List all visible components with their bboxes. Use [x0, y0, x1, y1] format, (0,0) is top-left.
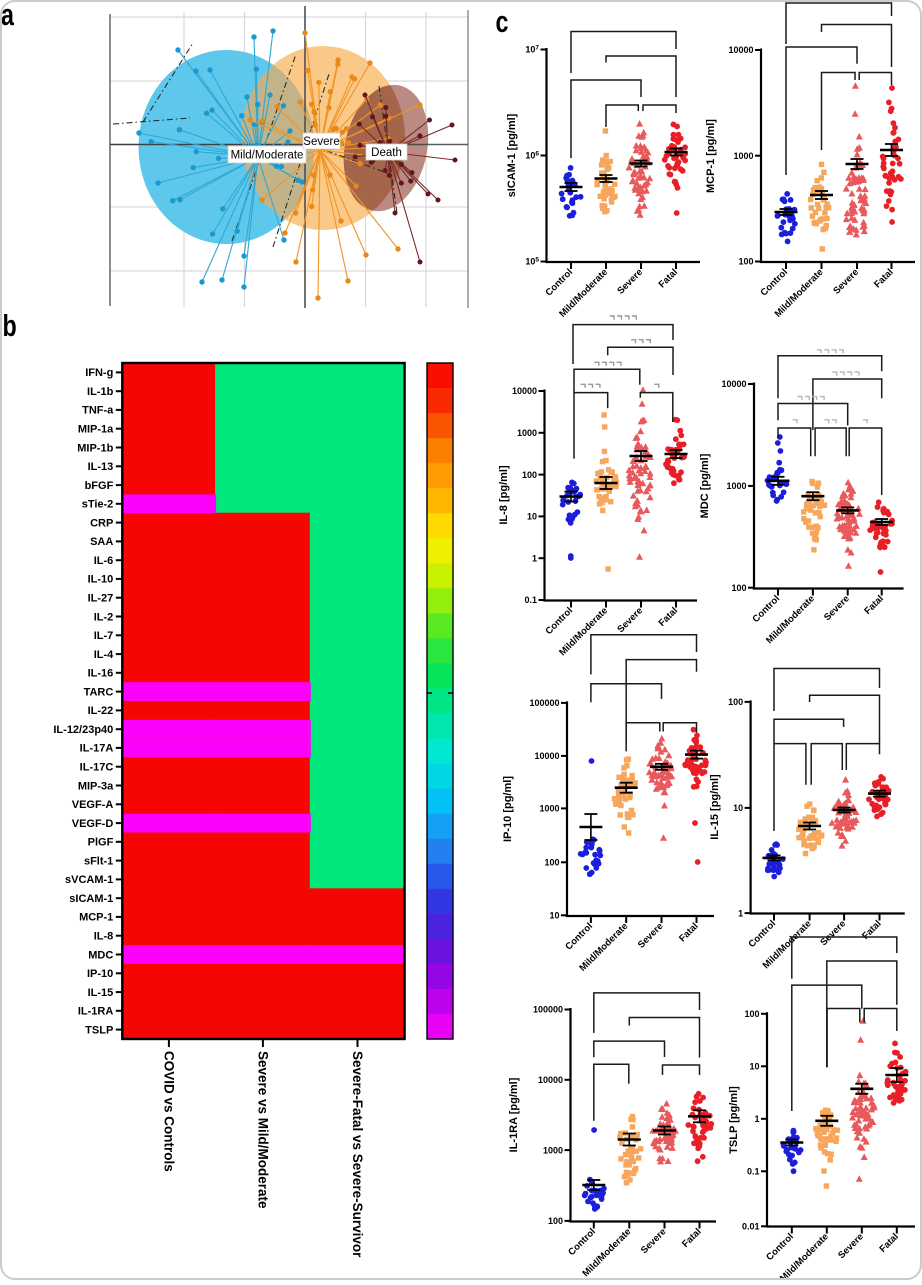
svg-text:100: 100 — [731, 583, 746, 593]
svg-text:IL-17A: IL-17A — [80, 743, 114, 755]
svg-text:sVCAM-1: sVCAM-1 — [65, 874, 113, 886]
svg-text:IP-10: IP-10 — [87, 968, 113, 980]
svg-text:10: 10 — [549, 911, 559, 921]
svg-text:0.1: 0.1 — [524, 595, 537, 605]
svg-text:0.1: 0.1 — [747, 1167, 760, 1177]
svg-text:SAA: SAA — [90, 536, 113, 548]
svg-text:TSLP: TSLP — [85, 1024, 113, 1036]
svg-text:sFlt-1: sFlt-1 — [84, 855, 113, 867]
svg-text:Severe vs Mild/Moderate: Severe vs Mild/Moderate — [255, 1051, 270, 1209]
svg-text:IL-16: IL-16 — [88, 668, 114, 680]
svg-text:c: c — [496, 4, 509, 39]
svg-text:100000: 100000 — [533, 1005, 563, 1015]
svg-text:100: 100 — [744, 1009, 759, 1019]
svg-text:b: b — [3, 308, 17, 343]
svg-text:10: 10 — [733, 803, 743, 813]
svg-text:10: 10 — [527, 512, 537, 522]
svg-text:1000: 1000 — [726, 481, 746, 491]
svg-text:1000: 1000 — [539, 804, 559, 814]
svg-text:0.01: 0.01 — [742, 1222, 760, 1232]
svg-text:10000: 10000 — [721, 379, 746, 389]
svg-text:10000: 10000 — [728, 45, 753, 55]
svg-text:IL-27: IL-27 — [88, 593, 114, 605]
svg-text:MIP-1b: MIP-1b — [77, 442, 113, 454]
svg-text:bFGF: bFGF — [85, 480, 114, 492]
svg-text:a: a — [1, 0, 15, 32]
svg-text:MCP-1 [pg/ml]: MCP-1 [pg/ml] — [705, 119, 717, 193]
svg-text:IL-10: IL-10 — [88, 574, 114, 586]
svg-text:Mild/Moderate: Mild/Moderate — [231, 150, 304, 162]
svg-text:1000: 1000 — [543, 1145, 563, 1155]
svg-text:10: 10 — [749, 1062, 759, 1072]
svg-text:COVID vs Controls: COVID vs Controls — [161, 1051, 176, 1172]
svg-text:MCP-1: MCP-1 — [79, 912, 113, 924]
svg-text:1000: 1000 — [517, 428, 537, 438]
svg-text:Death: Death — [371, 147, 402, 159]
svg-text:IL-6: IL-6 — [94, 555, 114, 567]
svg-text:IL-15: IL-15 — [88, 987, 114, 999]
svg-text:IL-22: IL-22 — [88, 705, 114, 717]
svg-text:IFN-g: IFN-g — [85, 367, 113, 379]
svg-text:10000: 10000 — [538, 1075, 563, 1085]
svg-text:TSLP [pg/ml]: TSLP [pg/ml] — [728, 1086, 740, 1154]
svg-text:MDC: MDC — [88, 949, 113, 961]
svg-text:MDC [pg/ml]: MDC [pg/ml] — [699, 453, 711, 518]
svg-text:IL-8: IL-8 — [94, 931, 114, 943]
svg-text:IL-15 [pg/ml]: IL-15 [pg/ml] — [709, 774, 721, 840]
svg-text:VEGF-D: VEGF-D — [72, 818, 114, 830]
svg-text:IL-13: IL-13 — [88, 461, 114, 473]
svg-text:100: 100 — [738, 257, 753, 267]
svg-text:1: 1 — [532, 553, 537, 563]
svg-text:Severe: Severe — [303, 136, 339, 148]
svg-text:CRP: CRP — [90, 517, 113, 529]
svg-text:IL-17C: IL-17C — [80, 762, 114, 774]
svg-text:10000: 10000 — [534, 751, 559, 761]
svg-text:IL-1RA: IL-1RA — [78, 1006, 114, 1018]
svg-text:IL-7: IL-7 — [94, 630, 114, 642]
svg-text:VEGF-A: VEGF-A — [72, 799, 114, 811]
svg-text:MIP-1a: MIP-1a — [78, 424, 114, 436]
svg-text:1000: 1000 — [733, 151, 753, 161]
svg-text:IL-1RA [pg/ml]: IL-1RA [pg/ml] — [508, 1077, 520, 1152]
svg-text:100: 100 — [728, 697, 743, 707]
svg-text:100: 100 — [544, 858, 559, 868]
svg-text:TARC: TARC — [84, 686, 114, 698]
svg-text:TNF-a: TNF-a — [82, 405, 114, 417]
svg-text:sTie-2: sTie-2 — [82, 499, 114, 511]
svg-text:sICAM-1 [pg/ml]: sICAM-1 [pg/ml] — [506, 113, 518, 197]
svg-text:IL-4: IL-4 — [94, 649, 114, 661]
svg-text:100: 100 — [522, 470, 537, 480]
svg-text:10000: 10000 — [512, 386, 537, 396]
svg-text:1: 1 — [754, 1114, 759, 1124]
svg-text:IL-8 [pg/ml]: IL-8 [pg/ml] — [498, 465, 510, 525]
svg-text:1: 1 — [738, 908, 743, 918]
svg-text:MIP-3a: MIP-3a — [78, 780, 114, 792]
svg-text:sICAM-1: sICAM-1 — [69, 893, 113, 905]
svg-text:100: 100 — [548, 1216, 563, 1226]
svg-text:IL-1b: IL-1b — [87, 386, 114, 398]
svg-text:100000: 100000 — [529, 698, 559, 708]
svg-text:PlGF: PlGF — [88, 837, 114, 849]
svg-text:IL-12/23p40: IL-12/23p40 — [53, 724, 113, 736]
svg-text:IL-2: IL-2 — [94, 611, 114, 623]
svg-text:Severe-Fatal vs Severe-Survivo: Severe-Fatal vs Severe-Survivor — [350, 1051, 365, 1258]
svg-text:IP-10 [pg/ml]: IP-10 [pg/ml] — [502, 776, 514, 842]
